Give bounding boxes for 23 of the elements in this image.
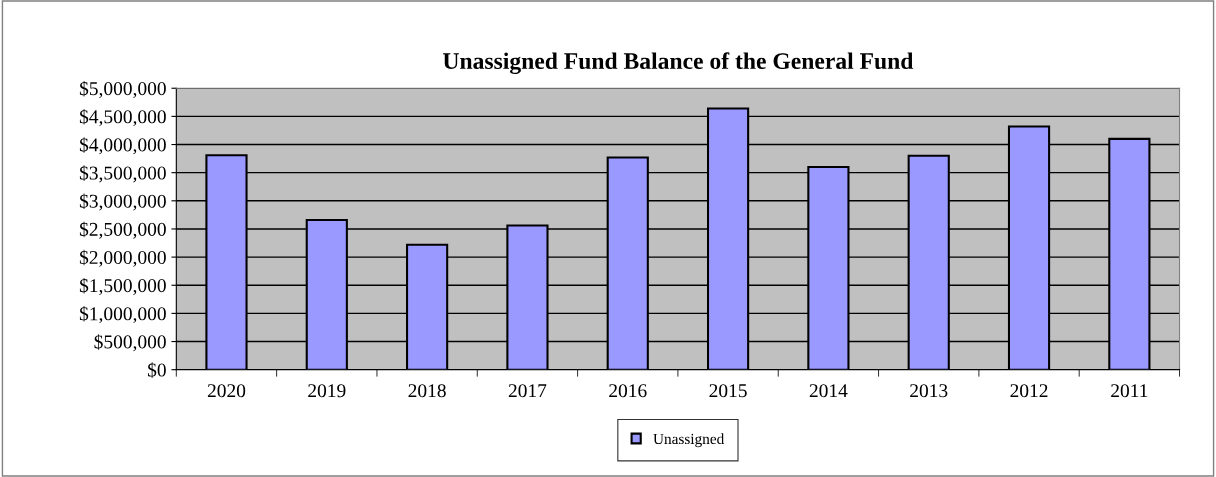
y-tick-label: $500,000 <box>94 334 166 352</box>
x-tick-label: 2016 <box>609 384 647 398</box>
y-tick-label: $5,000,000 <box>79 80 166 98</box>
x-tick-label: 2011 <box>1111 384 1148 398</box>
legend-label: Unassigned <box>653 433 725 448</box>
y-tick-label: $0 <box>147 362 166 378</box>
y-tick-label: $3,000,000 <box>79 193 166 211</box>
y-tick-label: $4,500,000 <box>79 109 166 127</box>
y-tick-label: $4,000,000 <box>79 137 166 155</box>
x-tick-label: 2020 <box>207 384 246 398</box>
y-tick-label: $2,500,000 <box>79 221 166 239</box>
x-tick-label: 2012 <box>1010 384 1048 398</box>
x-tick-label: 2019 <box>308 384 346 398</box>
x-tick-label: 2015 <box>709 384 747 398</box>
y-tick-label: $1,500,000 <box>79 277 166 295</box>
y-tick-label: $3,500,000 <box>79 165 166 183</box>
y-tick-label: $1,000,000 <box>79 306 166 324</box>
x-tick-label: 2018 <box>408 384 446 398</box>
x-tick-label: 2017 <box>508 384 547 398</box>
x-tick-label: 2014 <box>809 384 848 398</box>
x-tick-label: 2013 <box>910 384 948 398</box>
chart-title: Unassigned Fund Balance of the General Fund <box>443 52 914 75</box>
y-tick-label: $2,000,000 <box>79 249 166 267</box>
